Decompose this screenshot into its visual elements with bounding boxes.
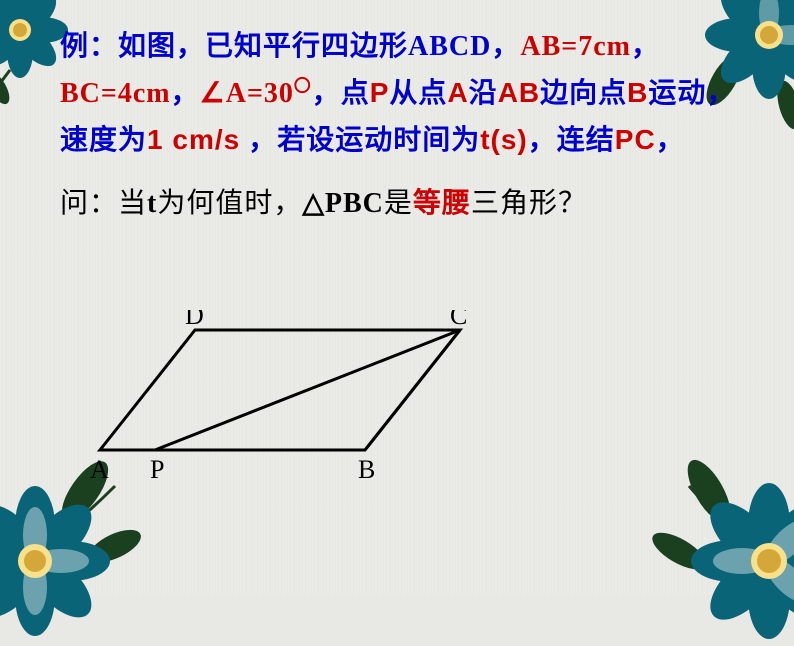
- q-t: t: [147, 188, 157, 219]
- geometry-diagram: A P B C D: [80, 310, 500, 490]
- parallelogram-abcd: [100, 330, 460, 450]
- text-p: P: [370, 77, 390, 108]
- text-b: B: [627, 77, 648, 108]
- q-shi: 是: [384, 188, 413, 219]
- text-lian: 连结: [557, 125, 615, 156]
- q-iso: 等腰: [413, 188, 471, 219]
- problem-question: 问：当t为何值时，△PBC是等腰三角形？: [60, 181, 764, 227]
- label-b: B: [358, 455, 375, 484]
- text-ruo: ，若设运动时间为: [240, 125, 480, 156]
- text-bc4: BC=4cm: [60, 78, 171, 109]
- text-c5: ，: [528, 125, 557, 156]
- text-angle: ∠A=30: [200, 78, 294, 109]
- problem-content: 例：如图，已知平行四边形ABCD，AB=7cm，BC=4cm，∠A=30〇，点P…: [60, 24, 764, 227]
- problem-statement: 例：如图，已知平行四边形ABCD，AB=7cm，BC=4cm，∠A=30〇，点P…: [60, 24, 764, 165]
- text-c3: ，: [171, 78, 200, 109]
- text-abcd: ABCD: [408, 31, 491, 62]
- text-dian: 点: [341, 78, 370, 109]
- text-c2: ，: [631, 31, 660, 62]
- q-wei: 为何值时，: [157, 188, 302, 219]
- text-yan: 沿: [469, 78, 498, 109]
- text-cong: 从点: [389, 78, 447, 109]
- text-ab7: AB=7cm: [520, 31, 631, 62]
- label-d: D: [185, 310, 204, 330]
- q-tri: 三角形？: [471, 188, 587, 219]
- q-prefix: 问：当: [60, 188, 147, 219]
- text-speed: 1 cm/s: [147, 124, 240, 155]
- flower-bottom-right: [644, 421, 794, 646]
- q-pbc: △PBC: [302, 188, 384, 219]
- text-c4: ，: [312, 78, 341, 109]
- text-bian: 边向点: [540, 78, 627, 109]
- text-pc: PC: [615, 124, 656, 155]
- label-a: A: [90, 455, 109, 484]
- label-p: P: [150, 455, 164, 484]
- text-a: A: [447, 77, 468, 108]
- text-ab2: AB: [498, 77, 540, 108]
- label-c: C: [450, 310, 467, 330]
- text-deg: 〇: [294, 77, 312, 96]
- text-c1: ，: [491, 31, 520, 62]
- text-c6: ，: [656, 125, 685, 156]
- text-ts: t(s): [480, 124, 528, 155]
- text-prefix: 例：如图，已知平行四边形: [60, 31, 408, 62]
